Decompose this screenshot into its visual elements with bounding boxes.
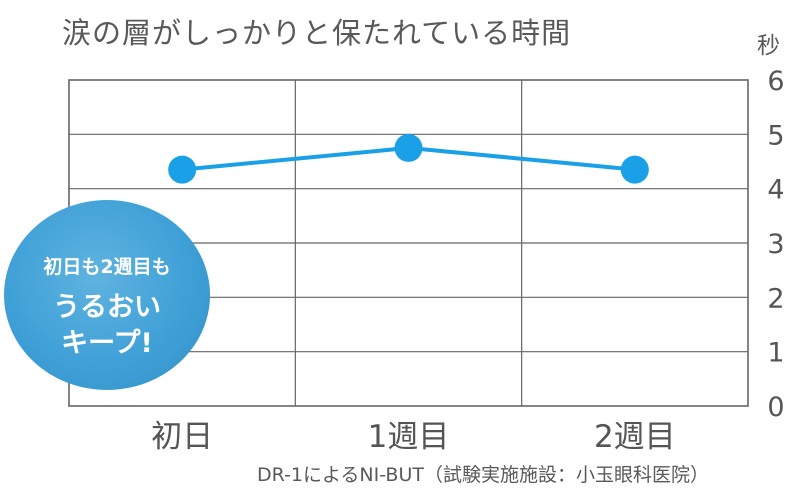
y-tick-label: 6 xyxy=(767,66,784,97)
source-note: DR-1によるNI-BUT（試験実施施設：小玉眼科医院） xyxy=(257,464,709,486)
x-tick-label: 2週目 xyxy=(594,419,676,455)
y-tick-label: 0 xyxy=(767,392,784,423)
badge-line-2: うるおい xyxy=(53,292,161,323)
y-tick-label: 3 xyxy=(767,229,784,260)
y-tick-label: 4 xyxy=(767,175,784,206)
y-tick-label: 5 xyxy=(767,120,784,151)
badge-line-1: 初日も2週目も xyxy=(43,256,171,278)
highlight-badge: 初日も2週目も うるおい キープ! xyxy=(4,200,210,390)
chart-title: 涙の層がしっかりと保たれている時間 xyxy=(62,16,572,50)
badge-line-3: キープ! xyxy=(61,328,153,359)
data-point xyxy=(168,155,197,184)
y-tick-label: 2 xyxy=(767,283,784,314)
x-tick-label: 1週目 xyxy=(368,419,450,455)
y-axis-unit-label: 秒 xyxy=(757,33,780,59)
data-point xyxy=(394,133,423,162)
x-tick-label: 初日 xyxy=(151,419,213,455)
data-point xyxy=(620,155,649,184)
y-tick-label: 1 xyxy=(767,338,784,369)
